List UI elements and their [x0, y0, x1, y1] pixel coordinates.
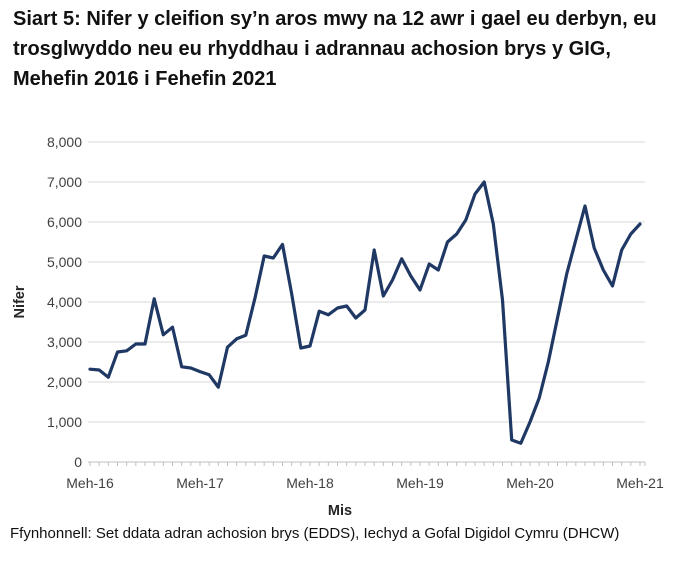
x-tick-label: Meh-17: [176, 475, 224, 491]
x-tick-label: Meh-19: [396, 475, 444, 491]
y-tick-label: 4,000: [47, 294, 82, 310]
y-axis-title: Nifer: [12, 285, 28, 318]
x-tick-label: Meh-20: [506, 475, 554, 491]
x-tick-label: Meh-18: [286, 475, 334, 491]
x-axis-ticks: [89, 462, 646, 466]
x-tick-label: Meh-16: [66, 475, 114, 491]
y-tick-label: 7,000: [47, 174, 82, 190]
y-tick-label: 6,000: [47, 214, 82, 230]
y-tick-label: 2,000: [47, 374, 82, 390]
x-tick-label: Meh-21: [616, 475, 664, 491]
chart-title: Siart 5: Nifer y cleifion sy’n aros mwy …: [13, 8, 657, 90]
y-tick-labels: 0 1,000 2,000 3,000 4,000 5,000 6,000 7,000 8,00…: [47, 134, 82, 470]
x-tick-labels: Meh-16 Meh-17 Meh-18 Meh-19 Meh-20 Meh-21: [66, 475, 664, 491]
y-tick-label: 3,000: [47, 334, 82, 350]
data-series-line: [88, 180, 642, 445]
gridlines: [88, 141, 645, 423]
y-tick-label: 5,000: [47, 254, 82, 270]
y-tick-label: 8,000: [47, 134, 82, 150]
y-tick-label: 1,000: [47, 414, 82, 430]
y-tick-label: 0: [74, 454, 82, 470]
source-note: Ffynhonnell: Set ddata adran achosion br…: [10, 525, 620, 542]
x-axis-title: Mis: [328, 503, 352, 519]
